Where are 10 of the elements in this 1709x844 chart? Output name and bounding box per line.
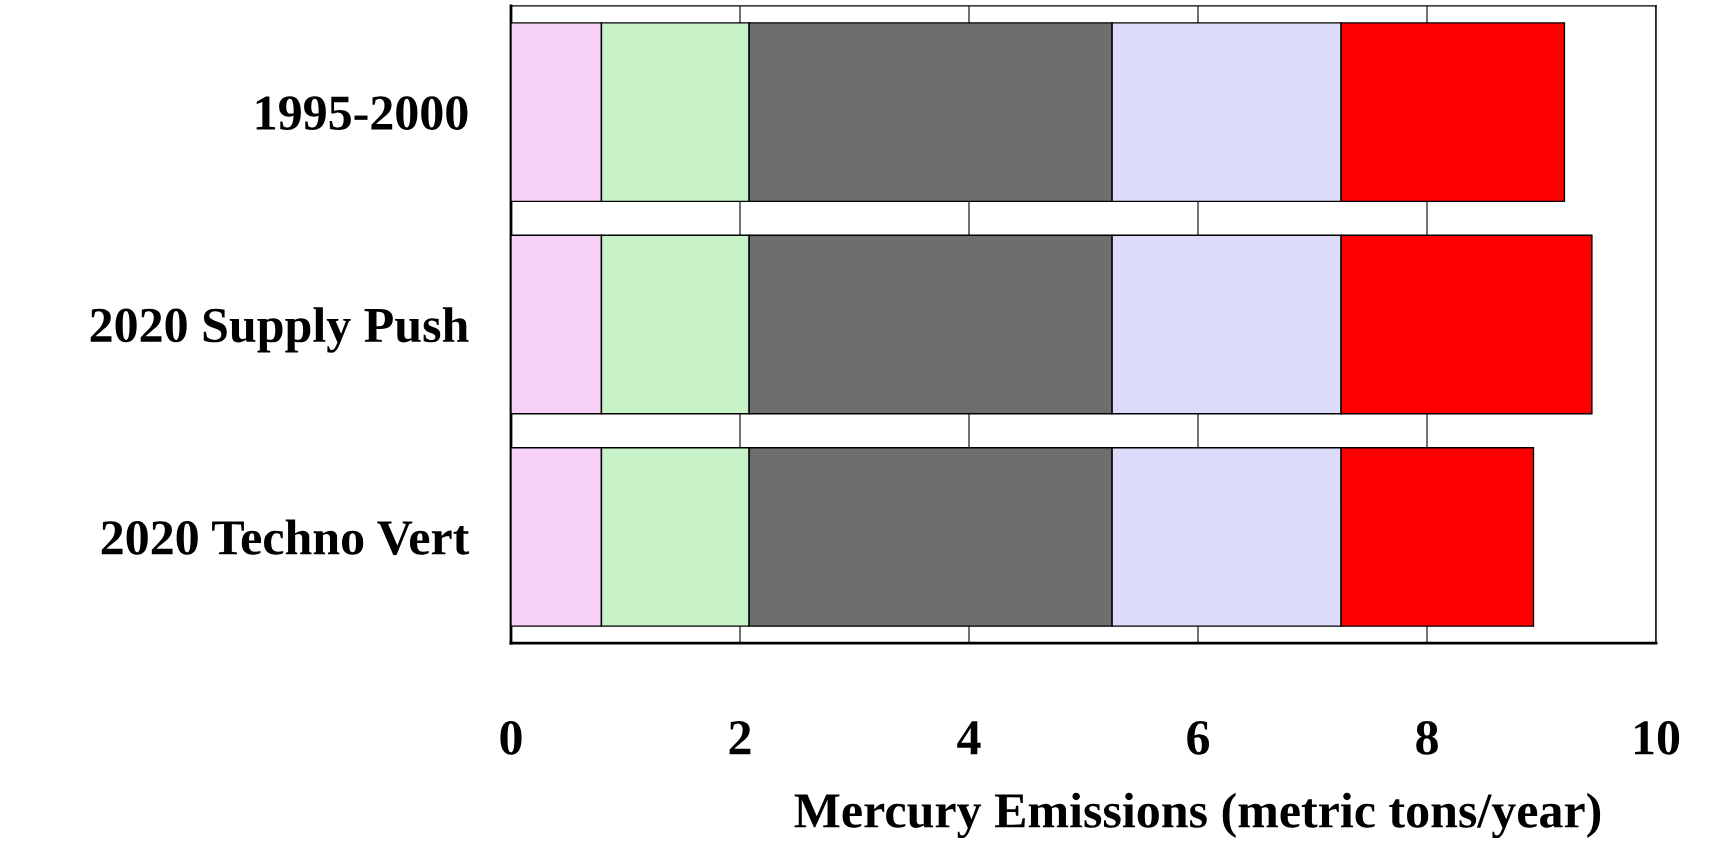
x-tick-label: 10 xyxy=(1635,720,1680,755)
x-tick-label: 8 xyxy=(1416,720,1438,755)
y-tick-label: 2020 Supply Push xyxy=(90,307,469,353)
y-tick-label: 2020 Techno Vert xyxy=(101,519,470,556)
x-tick-label: 2 xyxy=(729,721,751,755)
x-axis-title: Mercury Emissions (metric tons/year) xyxy=(794,792,1601,839)
y-tick-label: 1995-2000 xyxy=(256,96,468,130)
x-tick-label: 0 xyxy=(500,720,522,755)
x-tick-label: 6 xyxy=(1187,721,1210,755)
x-tick-label: 4 xyxy=(957,721,981,755)
